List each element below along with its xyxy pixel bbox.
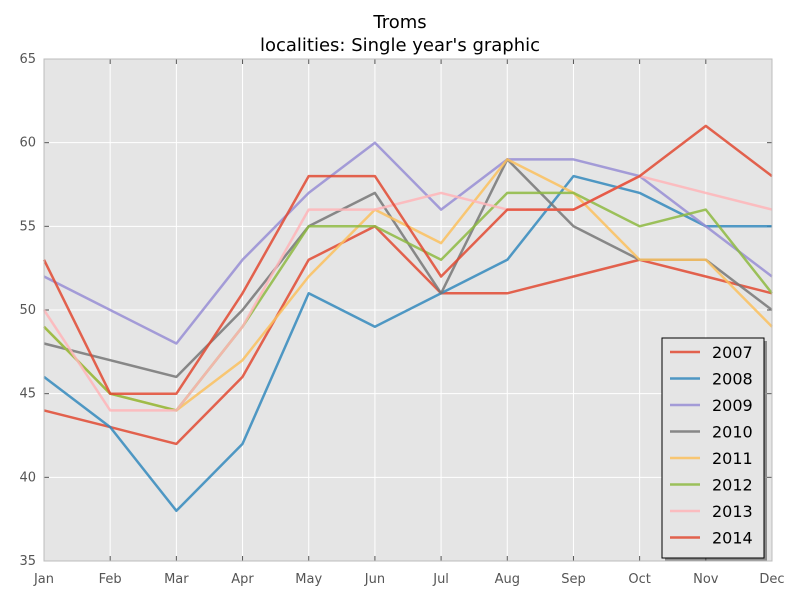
y-tick-label: 40 [19,470,36,485]
x-tick-label: Jun [364,572,385,587]
x-tick-label: Dec [759,572,784,587]
x-tick-label: Mar [164,572,189,587]
series-line-2013 [42,174,773,412]
legend-label: 2008 [712,370,753,389]
legend [661,337,765,559]
legend-label: 2010 [712,423,753,442]
series-line-2009 [43,141,773,345]
x-tick-label: Sep [561,572,586,587]
chart-title: Troms [373,12,427,33]
y-tick-label: 65 [19,52,36,67]
y-tick-label: 50 [19,303,36,318]
legend-label: 2012 [712,476,753,495]
series-line-2014 [42,124,773,395]
y-tick-label: 35 [19,554,36,569]
chart-subtitle: localities: Single year's graphic [259,35,541,56]
series-line-2007 [43,225,773,446]
y-tick-label: 55 [19,219,36,234]
x-tick-label: Nov [693,572,719,587]
x-tick-label: Jul [432,572,449,587]
series-line-2012 [43,191,773,412]
x-tick-label: Jan [33,572,54,587]
legend-label: 2011 [712,449,753,468]
x-tick-label: Oct [628,572,650,587]
legend-label: 2007 [712,343,753,362]
legend-label: 2014 [712,529,753,548]
legend-label: 2009 [712,396,753,415]
x-tick-label: Apr [231,572,254,587]
x-tick-label: Feb [99,572,122,587]
legend-label: 2013 [712,502,753,521]
x-tick-label: Aug [495,572,520,587]
series-line-2008 [43,174,772,513]
y-tick-label: 45 [19,387,36,402]
x-tick-label: May [295,572,322,587]
series-group [42,124,773,513]
plot-border [43,58,773,562]
y-tick-label: 60 [19,136,36,151]
